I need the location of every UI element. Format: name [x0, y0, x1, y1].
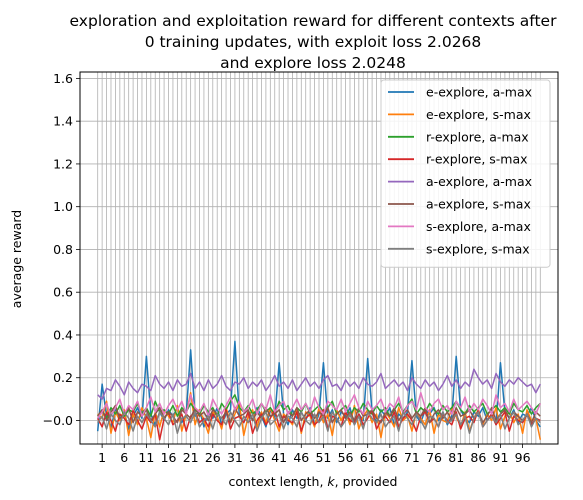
series-line	[97, 391, 541, 419]
x-tick-label: 96	[515, 450, 531, 465]
legend-entry: a-explore, a-max	[426, 174, 532, 189]
chart-title-line-1: exploration and exploitation reward for …	[70, 12, 558, 30]
y-tick-label: 1.4	[53, 114, 73, 129]
legend: e-explore, a-max e-explore, s-max r-explor…	[380, 79, 551, 268]
chart-title-line-3: and explore loss 2.0248	[220, 54, 406, 72]
x-tick-label: 26	[205, 450, 221, 465]
plot-area-frame	[79, 71, 559, 445]
y-axis-label: average reward	[9, 210, 24, 308]
legend-entry: e-explore, a-max	[426, 85, 532, 100]
axis-ticks: 1 6 11 16 21 26 31 36 41 46 51 56 61 66 71 76 81 86 91 96−0…	[43, 71, 531, 465]
series-line	[97, 404, 541, 424]
x-tick-label: 6	[120, 450, 128, 465]
x-axis-label-part-1: context length,	[229, 474, 328, 489]
y-tick-label: 1.2	[53, 156, 73, 171]
x-tick-label: 21	[183, 450, 199, 465]
legend-box	[380, 79, 551, 268]
x-tick-label: 46	[293, 450, 309, 465]
x-tick-label: 36	[249, 450, 265, 465]
x-tick-label: 51	[315, 450, 331, 465]
x-tick-label: 76	[426, 450, 442, 465]
x-tick-label: 86	[470, 450, 486, 465]
y-tick-label: 0.8	[53, 242, 73, 257]
chart-title-line-2: 0 training updates, with exploit loss 2.…	[145, 33, 482, 51]
legend-entry: e-explore, s-max	[426, 107, 531, 122]
y-tick-label: 1.6	[53, 71, 73, 86]
x-tick-label: 91	[493, 450, 509, 465]
legend-entry: r-explore, s-max	[426, 152, 528, 167]
series-line	[97, 409, 541, 441]
x-tick-label: 61	[360, 450, 376, 465]
series-line	[97, 411, 541, 435]
x-tick-label: 71	[404, 450, 420, 465]
y-tick-label: 1.0	[53, 199, 73, 214]
x-axis-label-part-2: , provided	[335, 474, 398, 489]
y-tick-label: 0.2	[53, 370, 73, 385]
legend-entry: s-explore, a-max	[426, 219, 531, 234]
y-tick-label: 0.4	[53, 327, 73, 342]
x-tick-label: 66	[382, 450, 398, 465]
x-tick-label: 11	[138, 450, 154, 465]
x-tick-label: 81	[448, 450, 464, 465]
series-lines	[96, 340, 542, 441]
legend-entry: s-explore, s-max	[426, 241, 530, 256]
series-line	[97, 368, 541, 400]
x-axis-label: context length, k, provided	[229, 474, 398, 489]
x-tick-label: 41	[271, 450, 287, 465]
x-tick-label: 31	[227, 450, 243, 465]
y-tick-label: −0.0	[43, 413, 73, 428]
y-tick-label: 0.6	[53, 285, 73, 300]
x-axis-label-k: k	[327, 474, 335, 489]
x-tick-label: 56	[338, 450, 354, 465]
legend-entry: a-explore, s-max	[426, 197, 531, 212]
x-tick-label: 16	[161, 450, 177, 465]
x-tick-label: 1	[98, 450, 106, 465]
series-line	[97, 394, 541, 420]
legend-entry: r-explore, a-max	[426, 129, 529, 144]
